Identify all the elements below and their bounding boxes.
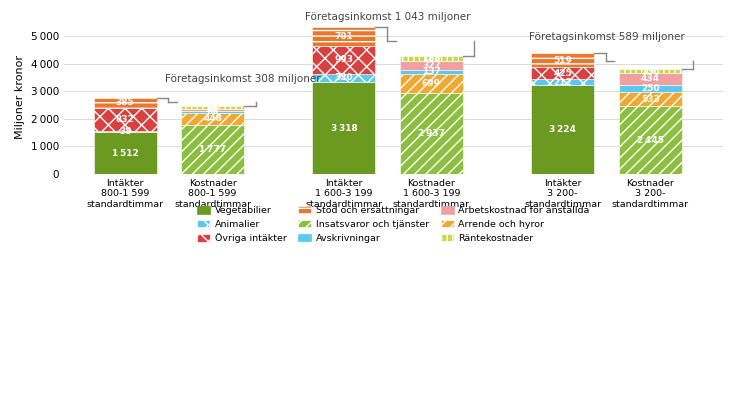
Text: 327: 327 <box>422 61 441 70</box>
Bar <box>181 111 244 112</box>
Bar <box>618 85 682 92</box>
Text: 3 224: 3 224 <box>549 125 576 134</box>
Bar <box>531 85 594 174</box>
Bar <box>400 70 463 74</box>
Bar <box>181 125 244 174</box>
Text: 130: 130 <box>641 67 660 76</box>
Bar <box>531 79 594 85</box>
Bar <box>181 106 244 109</box>
Text: Företagsinkomst 589 miljoner: Företagsinkomst 589 miljoner <box>528 32 684 42</box>
Bar <box>400 56 463 61</box>
Legend: Vegetabilier, Animalier, Övriga intäkter, Stöd och ersättningar, Insatsvaror och: Vegetabilier, Animalier, Övriga intäkter… <box>197 206 590 243</box>
Text: 434: 434 <box>641 74 660 83</box>
Bar <box>618 73 682 85</box>
Bar <box>94 131 156 132</box>
Text: Företagsinkomst 1 043 miljoner: Företagsinkomst 1 043 miljoner <box>305 12 470 22</box>
Text: 701: 701 <box>334 32 354 41</box>
Bar <box>618 69 682 73</box>
Text: 448: 448 <box>203 114 222 123</box>
Text: 3 318: 3 318 <box>331 124 357 133</box>
Text: 94: 94 <box>206 103 219 112</box>
Text: 212: 212 <box>554 78 572 87</box>
Bar <box>94 98 156 108</box>
Bar <box>312 46 376 74</box>
Text: 832: 832 <box>116 115 134 124</box>
Bar <box>181 112 244 125</box>
Text: 137: 137 <box>422 67 441 76</box>
Text: 385: 385 <box>116 99 134 108</box>
Text: 2 445: 2 445 <box>637 136 663 145</box>
Text: 1 512: 1 512 <box>111 148 139 157</box>
Bar <box>400 93 463 174</box>
Text: 188: 188 <box>422 54 441 63</box>
Text: 81: 81 <box>207 105 219 114</box>
Bar <box>618 92 682 106</box>
Bar <box>531 53 594 67</box>
Bar <box>531 67 594 79</box>
Text: 699: 699 <box>422 79 441 88</box>
Bar <box>312 82 376 174</box>
Text: 60: 60 <box>207 107 219 116</box>
Text: 320: 320 <box>334 74 354 83</box>
Bar <box>94 132 156 174</box>
Text: Företagsinkomst 308 miljoner: Företagsinkomst 308 miljoner <box>165 74 320 84</box>
Text: 250: 250 <box>641 84 660 93</box>
Text: 519: 519 <box>554 56 572 65</box>
Text: 993: 993 <box>334 55 354 64</box>
Text: 38: 38 <box>119 127 131 136</box>
Text: 1 777: 1 777 <box>199 145 227 154</box>
Bar <box>400 61 463 70</box>
Text: 425: 425 <box>554 69 572 78</box>
Bar <box>312 27 376 46</box>
Bar <box>94 108 156 131</box>
Text: 533: 533 <box>641 94 660 103</box>
Y-axis label: Miljoner kronor: Miljoner kronor <box>15 55 25 139</box>
Bar <box>400 74 463 93</box>
Text: 2 937: 2 937 <box>418 129 445 138</box>
Bar <box>181 109 244 111</box>
Bar <box>312 74 376 82</box>
Bar <box>618 106 682 174</box>
